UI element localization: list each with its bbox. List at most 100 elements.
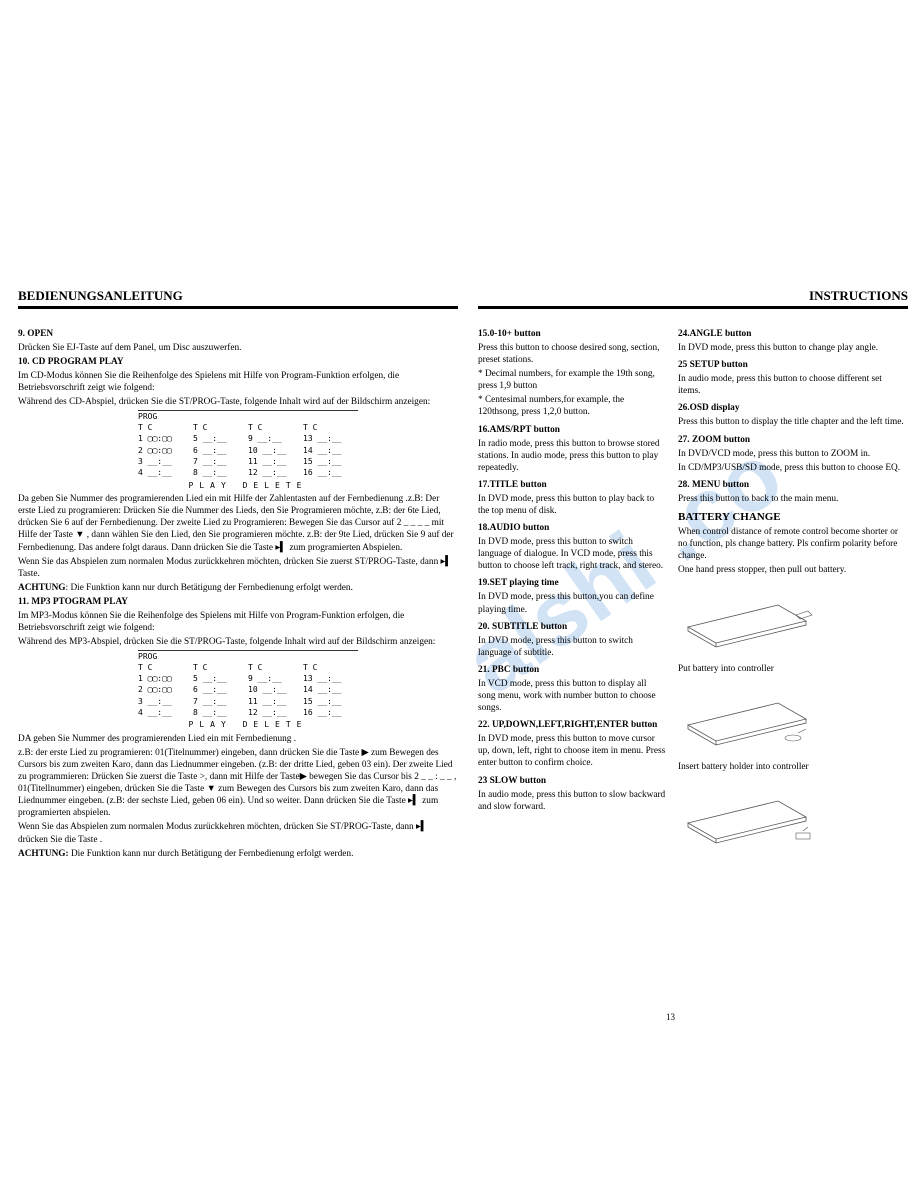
s26-p1: Press this button to display the title c… bbox=[678, 416, 904, 428]
divider-left bbox=[18, 306, 458, 309]
s9-body: Drücken Sie EJ-Taste auf dem Panel, um D… bbox=[18, 342, 458, 354]
s25-title: 25 SETUP button bbox=[678, 359, 904, 371]
s18-p1: In DVD mode, press this button to switch… bbox=[478, 536, 666, 572]
s10-title: 10. CD PROGRAM PLAY bbox=[18, 356, 458, 368]
achtung-text: Die Funktion kann nur durch Betätigung d… bbox=[69, 849, 354, 859]
battery-diagram-2 bbox=[678, 683, 818, 749]
s19-title: 19.SET playing time bbox=[478, 577, 666, 589]
s17-title: 17.TITLE button bbox=[478, 479, 666, 491]
prog-footer: PLAY DELETE bbox=[138, 481, 358, 491]
prog-cell: 10 __:__ bbox=[248, 446, 303, 456]
s21-title: 21. PBC button bbox=[478, 664, 666, 676]
s10-p3: Da geben Sie Nummer des programierenden … bbox=[18, 493, 458, 553]
s15-title: 15.0-10+ button bbox=[478, 328, 666, 340]
battery-diagram-1 bbox=[678, 585, 818, 651]
achtung-label: ACHTUNG bbox=[18, 583, 66, 593]
prog-label: PROG bbox=[138, 652, 358, 662]
battery-p2: One hand press stopper, then pull out ba… bbox=[678, 564, 904, 576]
prog-cell: 15 __:__ bbox=[303, 697, 358, 707]
prog-cell: 4 __:__ bbox=[138, 708, 193, 718]
delete-label: DELETE bbox=[243, 481, 308, 490]
s11-title: 11. MP3 PTOGRAM PLAY bbox=[18, 596, 458, 608]
prog-cell: 13 __:__ bbox=[303, 674, 358, 684]
column-b: 15.0-10+ button Press this button to cho… bbox=[478, 326, 666, 815]
s27-title: 27. ZOOM button bbox=[678, 434, 904, 446]
prog-cell: 8 __:__ bbox=[193, 468, 248, 478]
column-a: 9. OPEN Drücken Sie EJ-Taste auf dem Pan… bbox=[18, 326, 458, 862]
prog-cell: 11 __:__ bbox=[248, 457, 303, 467]
page-number: 13 bbox=[666, 1012, 675, 1022]
play-label: PLAY bbox=[189, 481, 232, 490]
prog-cell: 2 ▢▢:▢▢ bbox=[138, 685, 193, 695]
s24-title: 24.ANGLE button bbox=[678, 328, 904, 340]
s15-p1: Press this button to choose desired song… bbox=[478, 342, 666, 366]
s16-title: 16.AMS/RPT button bbox=[478, 424, 666, 436]
prog-cell: 6 __:__ bbox=[193, 685, 248, 695]
s15-p3: * Centesimal numbers,for example, the 12… bbox=[478, 394, 666, 418]
prog-cell: 10 __:__ bbox=[248, 685, 303, 695]
prog-cell: 12 __:__ bbox=[248, 468, 303, 478]
s17-p1: In DVD mode, press this button to play b… bbox=[478, 493, 666, 517]
tc: T C bbox=[138, 423, 193, 433]
tc: T C bbox=[303, 423, 358, 433]
s28-title: 28. MENU button bbox=[678, 479, 904, 491]
tc: T C bbox=[193, 663, 248, 673]
battery-diagram-3 bbox=[678, 781, 818, 847]
s23-title: 23 SLOW button bbox=[478, 775, 666, 787]
prog-cell: 14 __:__ bbox=[303, 446, 358, 456]
achtung-label: ACHTUNG: bbox=[18, 849, 69, 859]
tc: T C bbox=[248, 423, 303, 433]
prog-cell: 11 __:__ bbox=[248, 697, 303, 707]
prog-cell: 9 __:__ bbox=[248, 674, 303, 684]
battery-title: BATTERY CHANGE bbox=[678, 510, 904, 524]
prog-cell: 12 __:__ bbox=[248, 708, 303, 718]
s18-title: 18.AUDIO button bbox=[478, 522, 666, 534]
s10-achtung: ACHTUNG: Die Funktion kann nur durch Bet… bbox=[18, 582, 458, 594]
prog-cell: 3 __:__ bbox=[138, 457, 193, 467]
prog-cell: 2 ▢▢:▢▢ bbox=[138, 446, 193, 456]
battery-p1: When control distance of remote control … bbox=[678, 526, 904, 562]
prog-table-1: PROG T C T C T C T C 1 ▢▢:▢▢ 5 __:__ 9 _… bbox=[138, 410, 358, 491]
s21-p1: In VCD mode, press this button to displa… bbox=[478, 678, 666, 714]
prog-cell: 7 __:__ bbox=[193, 697, 248, 707]
prog-cell: 15 __:__ bbox=[303, 457, 358, 467]
column-c: 24.ANGLE button In DVD mode, press this … bbox=[678, 326, 904, 857]
s25-p1: In audio mode, press this button to choo… bbox=[678, 373, 904, 397]
s9-title: 9. OPEN bbox=[18, 328, 458, 340]
s22-p1: In DVD mode, press this button to move c… bbox=[478, 733, 666, 769]
battery-p3: Put battery into controller bbox=[678, 663, 904, 675]
s27-p2: In CD/MP3/USB/SD mode, press this button… bbox=[678, 462, 904, 474]
s11-p4: z.B: der erste Lied zu programieren: 01(… bbox=[18, 747, 458, 819]
tc: T C bbox=[248, 663, 303, 673]
s28-p1: Press this button to back to the main me… bbox=[678, 493, 904, 505]
prog-cell: 7 __:__ bbox=[193, 457, 248, 467]
s20-p1: In DVD mode, press this button to switch… bbox=[478, 635, 666, 659]
prog-label: PROG bbox=[138, 412, 358, 422]
prog-cell: 1 ▢▢:▢▢ bbox=[138, 434, 193, 444]
prog-cell: 6 __:__ bbox=[193, 446, 248, 456]
s10-p1: Im CD-Modus können Sie die Reihenfolge d… bbox=[18, 370, 458, 394]
tc: T C bbox=[303, 663, 358, 673]
prog-table-2: PROG T C T C T C T C 1 ▢▢:▢▢ 5 __:__ 9 _… bbox=[138, 650, 358, 731]
s20-title: 20. SUBTITLE button bbox=[478, 621, 666, 633]
s16-p1: In radio mode, press this button to brow… bbox=[478, 438, 666, 474]
play-label: PLAY bbox=[189, 720, 232, 729]
divider-right bbox=[478, 306, 908, 309]
s11-achtung: ACHTUNG: Die Funktion kann nur durch Bet… bbox=[18, 848, 458, 860]
prog-footer: PLAY DELETE bbox=[138, 720, 358, 730]
achtung-text: : Die Funktion kann nur durch Betätigung… bbox=[66, 583, 353, 593]
s10-p4: Wenn Sie das Abspielen zum normalen Modu… bbox=[18, 556, 458, 580]
prog-cell: 13 __:__ bbox=[303, 434, 358, 444]
prog-cell: 1 ▢▢:▢▢ bbox=[138, 674, 193, 684]
s15-p2: * Decimal numbers, for example the 19th … bbox=[478, 368, 666, 392]
s23-p1: In audio mode, press this button to slow… bbox=[478, 789, 666, 813]
s11-p3: DA geben Sie Nummer des programierenden … bbox=[18, 733, 458, 745]
s10-p2: Während des CD-Abspiel, drücken Sie die … bbox=[18, 396, 458, 408]
prog-cell: 16 __:__ bbox=[303, 468, 358, 478]
prog-cell: 8 __:__ bbox=[193, 708, 248, 718]
s19-p1: In DVD mode, press this button,you can d… bbox=[478, 591, 666, 615]
prog-cell: 14 __:__ bbox=[303, 685, 358, 695]
prog-cell: 5 __:__ bbox=[193, 434, 248, 444]
delete-label: DELETE bbox=[243, 720, 308, 729]
prog-cell: 5 __:__ bbox=[193, 674, 248, 684]
